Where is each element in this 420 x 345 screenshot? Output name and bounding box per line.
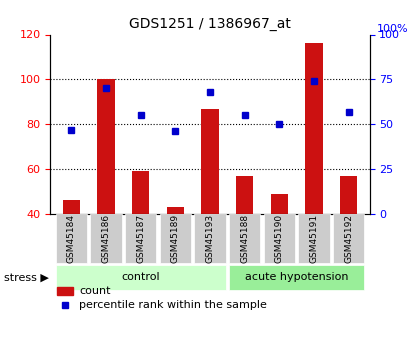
FancyBboxPatch shape	[90, 214, 121, 263]
Text: 100%: 100%	[377, 24, 408, 34]
Text: GSM45187: GSM45187	[136, 214, 145, 263]
Bar	[167, 207, 184, 214]
Text: percentile rank within the sample: percentile rank within the sample	[79, 300, 267, 310]
Bar	[97, 79, 115, 214]
Text: stress ▶: stress ▶	[4, 272, 49, 282]
Text: GSM45189: GSM45189	[171, 214, 180, 263]
Bar	[236, 176, 253, 214]
FancyBboxPatch shape	[125, 214, 156, 263]
Title: GDS1251 / 1386967_at: GDS1251 / 1386967_at	[129, 17, 291, 31]
Bar	[305, 43, 323, 214]
Bar	[271, 194, 288, 214]
Text: control: control	[121, 272, 160, 282]
FancyBboxPatch shape	[264, 214, 295, 263]
FancyBboxPatch shape	[299, 214, 330, 263]
FancyBboxPatch shape	[55, 265, 226, 290]
Text: count: count	[79, 286, 110, 296]
Text: GSM45192: GSM45192	[344, 214, 353, 263]
Text: acute hypotension: acute hypotension	[245, 272, 349, 282]
FancyBboxPatch shape	[160, 214, 191, 263]
Text: GSM45186: GSM45186	[101, 214, 110, 263]
FancyBboxPatch shape	[55, 214, 87, 263]
Text: GSM45190: GSM45190	[275, 214, 284, 263]
Bar	[57, 287, 73, 295]
FancyBboxPatch shape	[229, 265, 365, 290]
Bar	[63, 200, 80, 214]
Bar	[201, 108, 219, 214]
Text: GSM45191: GSM45191	[310, 214, 319, 263]
FancyBboxPatch shape	[333, 214, 365, 263]
Text: GSM45193: GSM45193	[205, 214, 215, 263]
Bar	[340, 176, 357, 214]
FancyBboxPatch shape	[229, 214, 260, 263]
FancyBboxPatch shape	[194, 214, 226, 263]
Bar	[132, 171, 149, 214]
Text: GSM45184: GSM45184	[67, 214, 76, 263]
Text: GSM45188: GSM45188	[240, 214, 249, 263]
